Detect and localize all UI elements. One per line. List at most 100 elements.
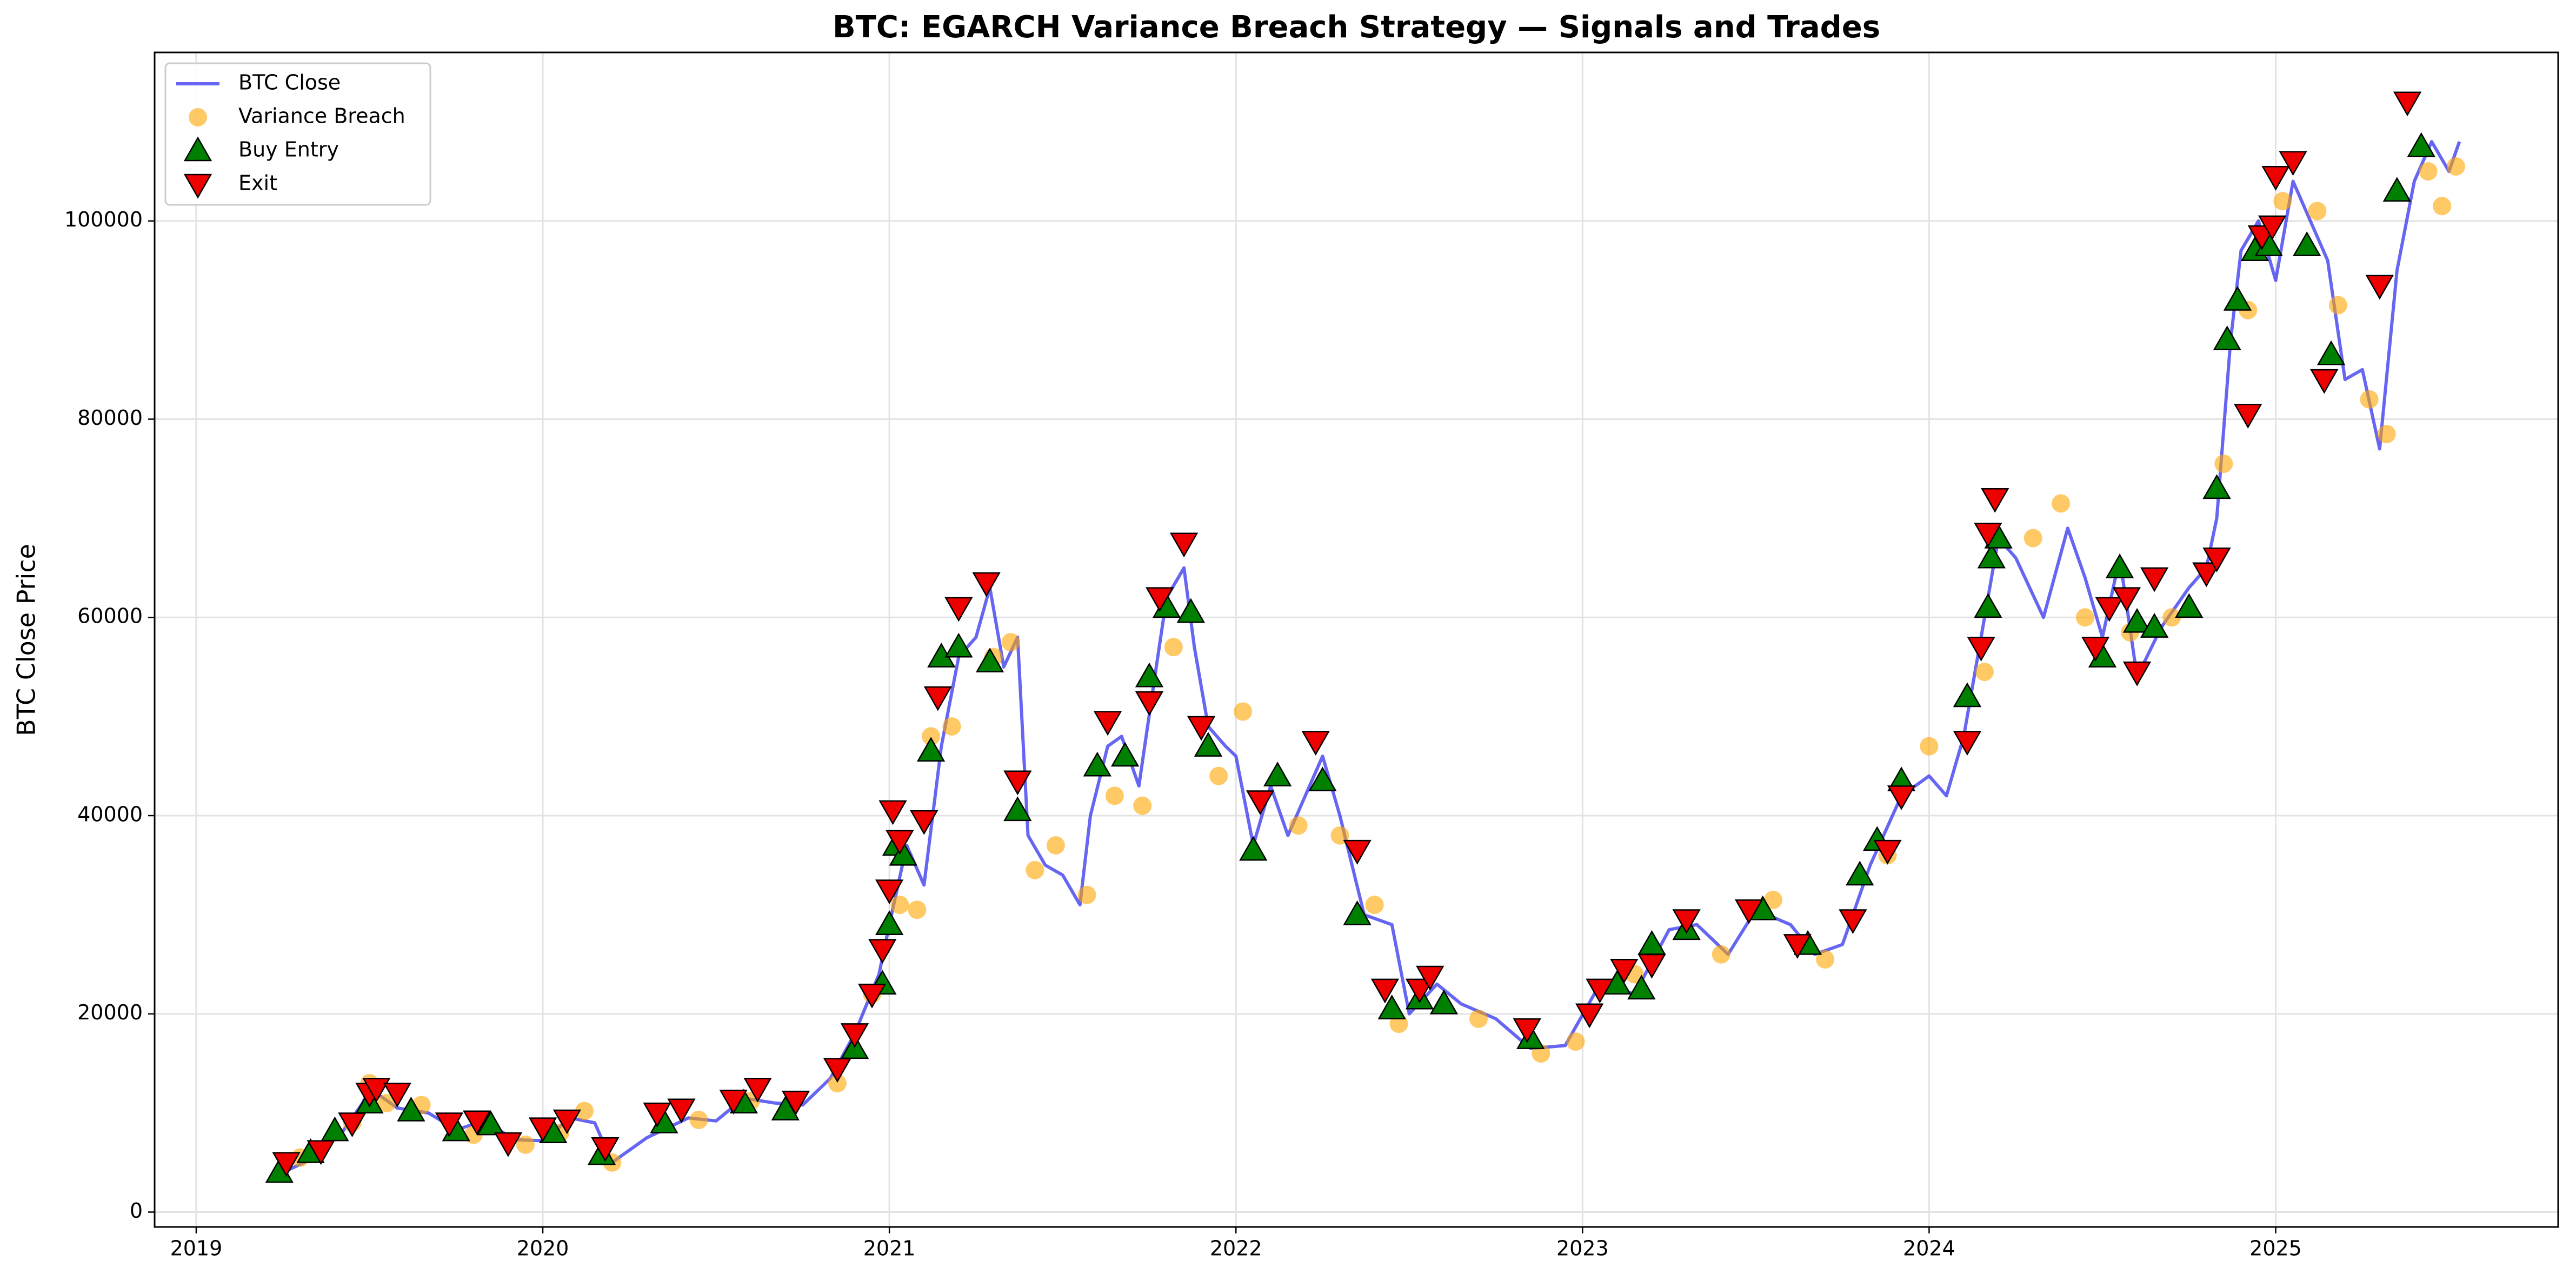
exit-marker [2365, 275, 2394, 300]
breach-point [1920, 737, 1939, 756]
breach-point [2075, 608, 2094, 627]
exit-marker [886, 830, 914, 855]
breach-point [890, 896, 909, 915]
x-tick-label: 2021 [863, 1237, 916, 1260]
exit-marker [1093, 711, 1122, 736]
breach-point [1469, 1009, 1488, 1028]
exit-marker [1513, 1018, 1541, 1043]
x-tick-label: 2024 [1903, 1237, 1955, 1260]
exit-marker [719, 1090, 748, 1115]
exit-marker [2393, 91, 2422, 117]
buy-marker [397, 1096, 425, 1122]
breach-point [1164, 638, 1183, 657]
exit-marker [1672, 909, 1701, 935]
breach-point [2273, 192, 2292, 211]
exit-marker [2279, 151, 2307, 176]
exit-marker [383, 1083, 411, 1107]
exit-marker [1416, 965, 1445, 991]
exit-marker [1187, 716, 1216, 741]
buy-marker [1308, 766, 1337, 792]
exit-marker [910, 810, 938, 835]
breach-point [2446, 157, 2465, 176]
exit-marker [307, 1140, 335, 1165]
y-axis-label: BTC Close Price [12, 544, 41, 736]
y-tick-label: 0 [130, 1199, 143, 1223]
buy-marker [916, 737, 946, 762]
exit-marker [2140, 567, 2169, 592]
x-tick-label: 2019 [170, 1237, 223, 1260]
exit-marker [435, 1112, 464, 1137]
buy-marker [1377, 995, 1406, 1019]
exit-marker [1953, 731, 1982, 756]
exit-marker [362, 1078, 391, 1103]
breach-point [1001, 633, 1020, 652]
y-tick-label: 60000 [77, 604, 143, 628]
breach-point [2052, 494, 2071, 513]
exit-marker [667, 1098, 696, 1124]
breach-point [1046, 836, 1065, 855]
breach-point [908, 900, 927, 919]
exit-marker [2095, 597, 2124, 622]
y-tick-label: 80000 [77, 406, 143, 430]
breach-point [2308, 202, 2327, 221]
buy-marker [875, 910, 904, 935]
exit-marker [272, 1152, 301, 1177]
exit-marker [1405, 978, 1434, 1004]
exit-marker [1783, 934, 1812, 959]
breach-point [1026, 860, 1044, 879]
buy-marker [1194, 732, 1223, 757]
exit-marker [494, 1132, 523, 1157]
exit-marker [1370, 978, 1400, 1004]
exit-marker [2192, 562, 2221, 588]
breach-point [2360, 390, 2379, 409]
y-tick-label: 20000 [77, 1000, 143, 1024]
buy-marker [1627, 975, 1656, 1000]
breach-point [1712, 945, 1730, 964]
buy-marker [1974, 593, 2002, 618]
breach-point [1763, 890, 1782, 909]
breach-point [828, 1074, 847, 1093]
buy-marker [975, 648, 1004, 673]
exit-marker [553, 1109, 582, 1135]
legend-label: BTC Close [238, 71, 341, 95]
exit-marker [868, 939, 897, 964]
exit-marker [840, 1023, 869, 1048]
buy-marker [1239, 836, 1268, 861]
exit-marker [1169, 532, 1199, 558]
exit-marker [2202, 547, 2231, 572]
y-tick-label: 40000 [77, 802, 143, 826]
buy-marker [1263, 762, 1292, 786]
exit-marker [1873, 839, 1902, 865]
exit-marker [1974, 523, 2002, 548]
buy-marker [2213, 325, 2241, 351]
exit-marker [1839, 909, 1867, 935]
exit-marker [2261, 165, 2290, 191]
buy-marker [1176, 598, 1206, 623]
x-tick-label: 2020 [517, 1237, 569, 1260]
exit-marker [1343, 839, 1372, 865]
breach-point [1133, 796, 1152, 815]
exit-marker [923, 686, 953, 711]
buy-marker [2122, 608, 2152, 633]
exit-marker [2258, 215, 2287, 241]
legend-label: Exit [238, 171, 277, 195]
exit-marker [1146, 587, 1174, 612]
breach-point [942, 717, 961, 736]
exit-marker [1135, 691, 1164, 716]
buy-marker [1846, 860, 1874, 886]
breach-point [1566, 1032, 1585, 1051]
legend-label: Variance Breach [238, 104, 405, 128]
buy-marker [2105, 553, 2134, 578]
buy-marker [1953, 682, 1982, 708]
breach-point [2377, 424, 2396, 443]
breach-point [1077, 885, 1096, 904]
buy-marker [1110, 742, 1140, 767]
buy-marker [2317, 340, 2346, 365]
chart-title: BTC: EGARCH Variance Breach Strategy — S… [833, 10, 1880, 45]
breach-point [2419, 162, 2438, 181]
exit-marker [2310, 369, 2339, 394]
exit-marker [2122, 661, 2152, 686]
breach-point [377, 1093, 396, 1112]
exit-marker [2081, 637, 2110, 662]
